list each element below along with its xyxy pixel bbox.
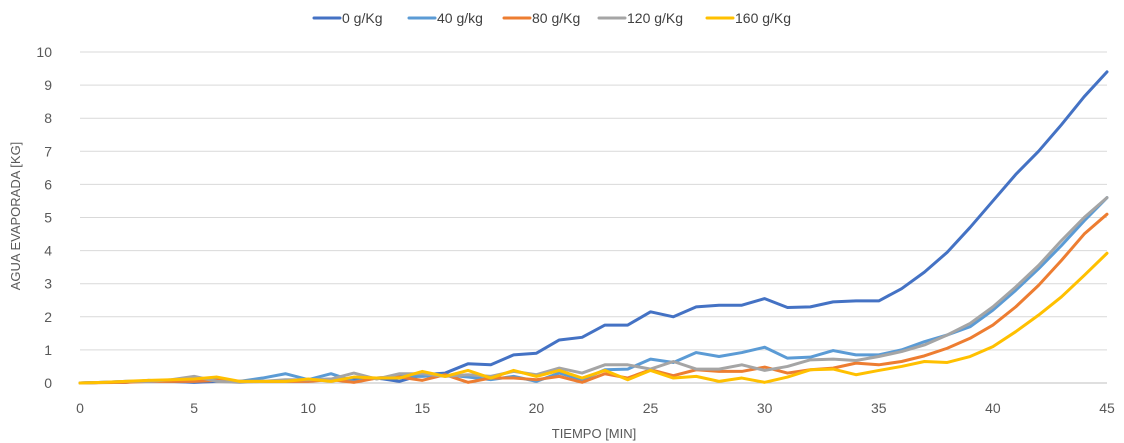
series-line-2 (78, 212, 1109, 385)
legend-label: 80 g/Kg (532, 10, 580, 26)
series-line-4 (78, 251, 1109, 385)
x-axis-title: TIEMPO [MIN] (552, 426, 637, 441)
series-lines (78, 70, 1109, 385)
gridlines (80, 51, 1107, 384)
x-tick-label: 5 (190, 400, 198, 416)
legend-item: 160 g/Kg (705, 10, 791, 26)
y-tick-label: 3 (44, 276, 52, 292)
y-tick-label: 7 (44, 143, 52, 159)
legend-label: 160 g/Kg (735, 10, 791, 26)
x-tick-label: 45 (1099, 400, 1115, 416)
y-tick-label: 8 (44, 110, 52, 126)
x-tick-label: 30 (757, 400, 773, 416)
y-tick-label: 10 (36, 44, 52, 60)
y-axis-title: AGUA EVAPORADA [KG] (8, 142, 23, 291)
x-tick-label: 40 (985, 400, 1001, 416)
x-tick-label: 15 (415, 400, 431, 416)
x-tick-label: 0 (76, 400, 84, 416)
y-tick-label: 5 (44, 210, 52, 226)
x-tick-label: 25 (643, 400, 659, 416)
legend-label: 40 g/kg (437, 10, 483, 26)
legend-label: 120 g/Kg (627, 10, 683, 26)
legend: 0 g/Kg 40 g/kg 80 g/Kg 120 g/Kg 160 g/Kg (312, 10, 791, 26)
x-tick-label: 10 (300, 400, 316, 416)
legend-item: 120 g/Kg (597, 10, 683, 26)
y-tick-label: 0 (44, 375, 52, 391)
y-tick-label: 1 (44, 342, 52, 358)
legend-label: 0 g/Kg (342, 10, 382, 26)
y-tick-label: 6 (44, 176, 52, 192)
y-tick-label: 4 (44, 243, 52, 259)
series-line-3 (78, 196, 1109, 385)
x-tick-label: 35 (871, 400, 887, 416)
legend-item: 0 g/Kg (312, 10, 382, 26)
legend-item: 40 g/kg (407, 10, 483, 26)
x-tick-label: 20 (529, 400, 545, 416)
legend-item: 80 g/Kg (502, 10, 580, 26)
series-line-1 (78, 196, 1109, 385)
y-tick-label: 2 (44, 309, 52, 325)
y-tick-label: 9 (44, 77, 52, 93)
